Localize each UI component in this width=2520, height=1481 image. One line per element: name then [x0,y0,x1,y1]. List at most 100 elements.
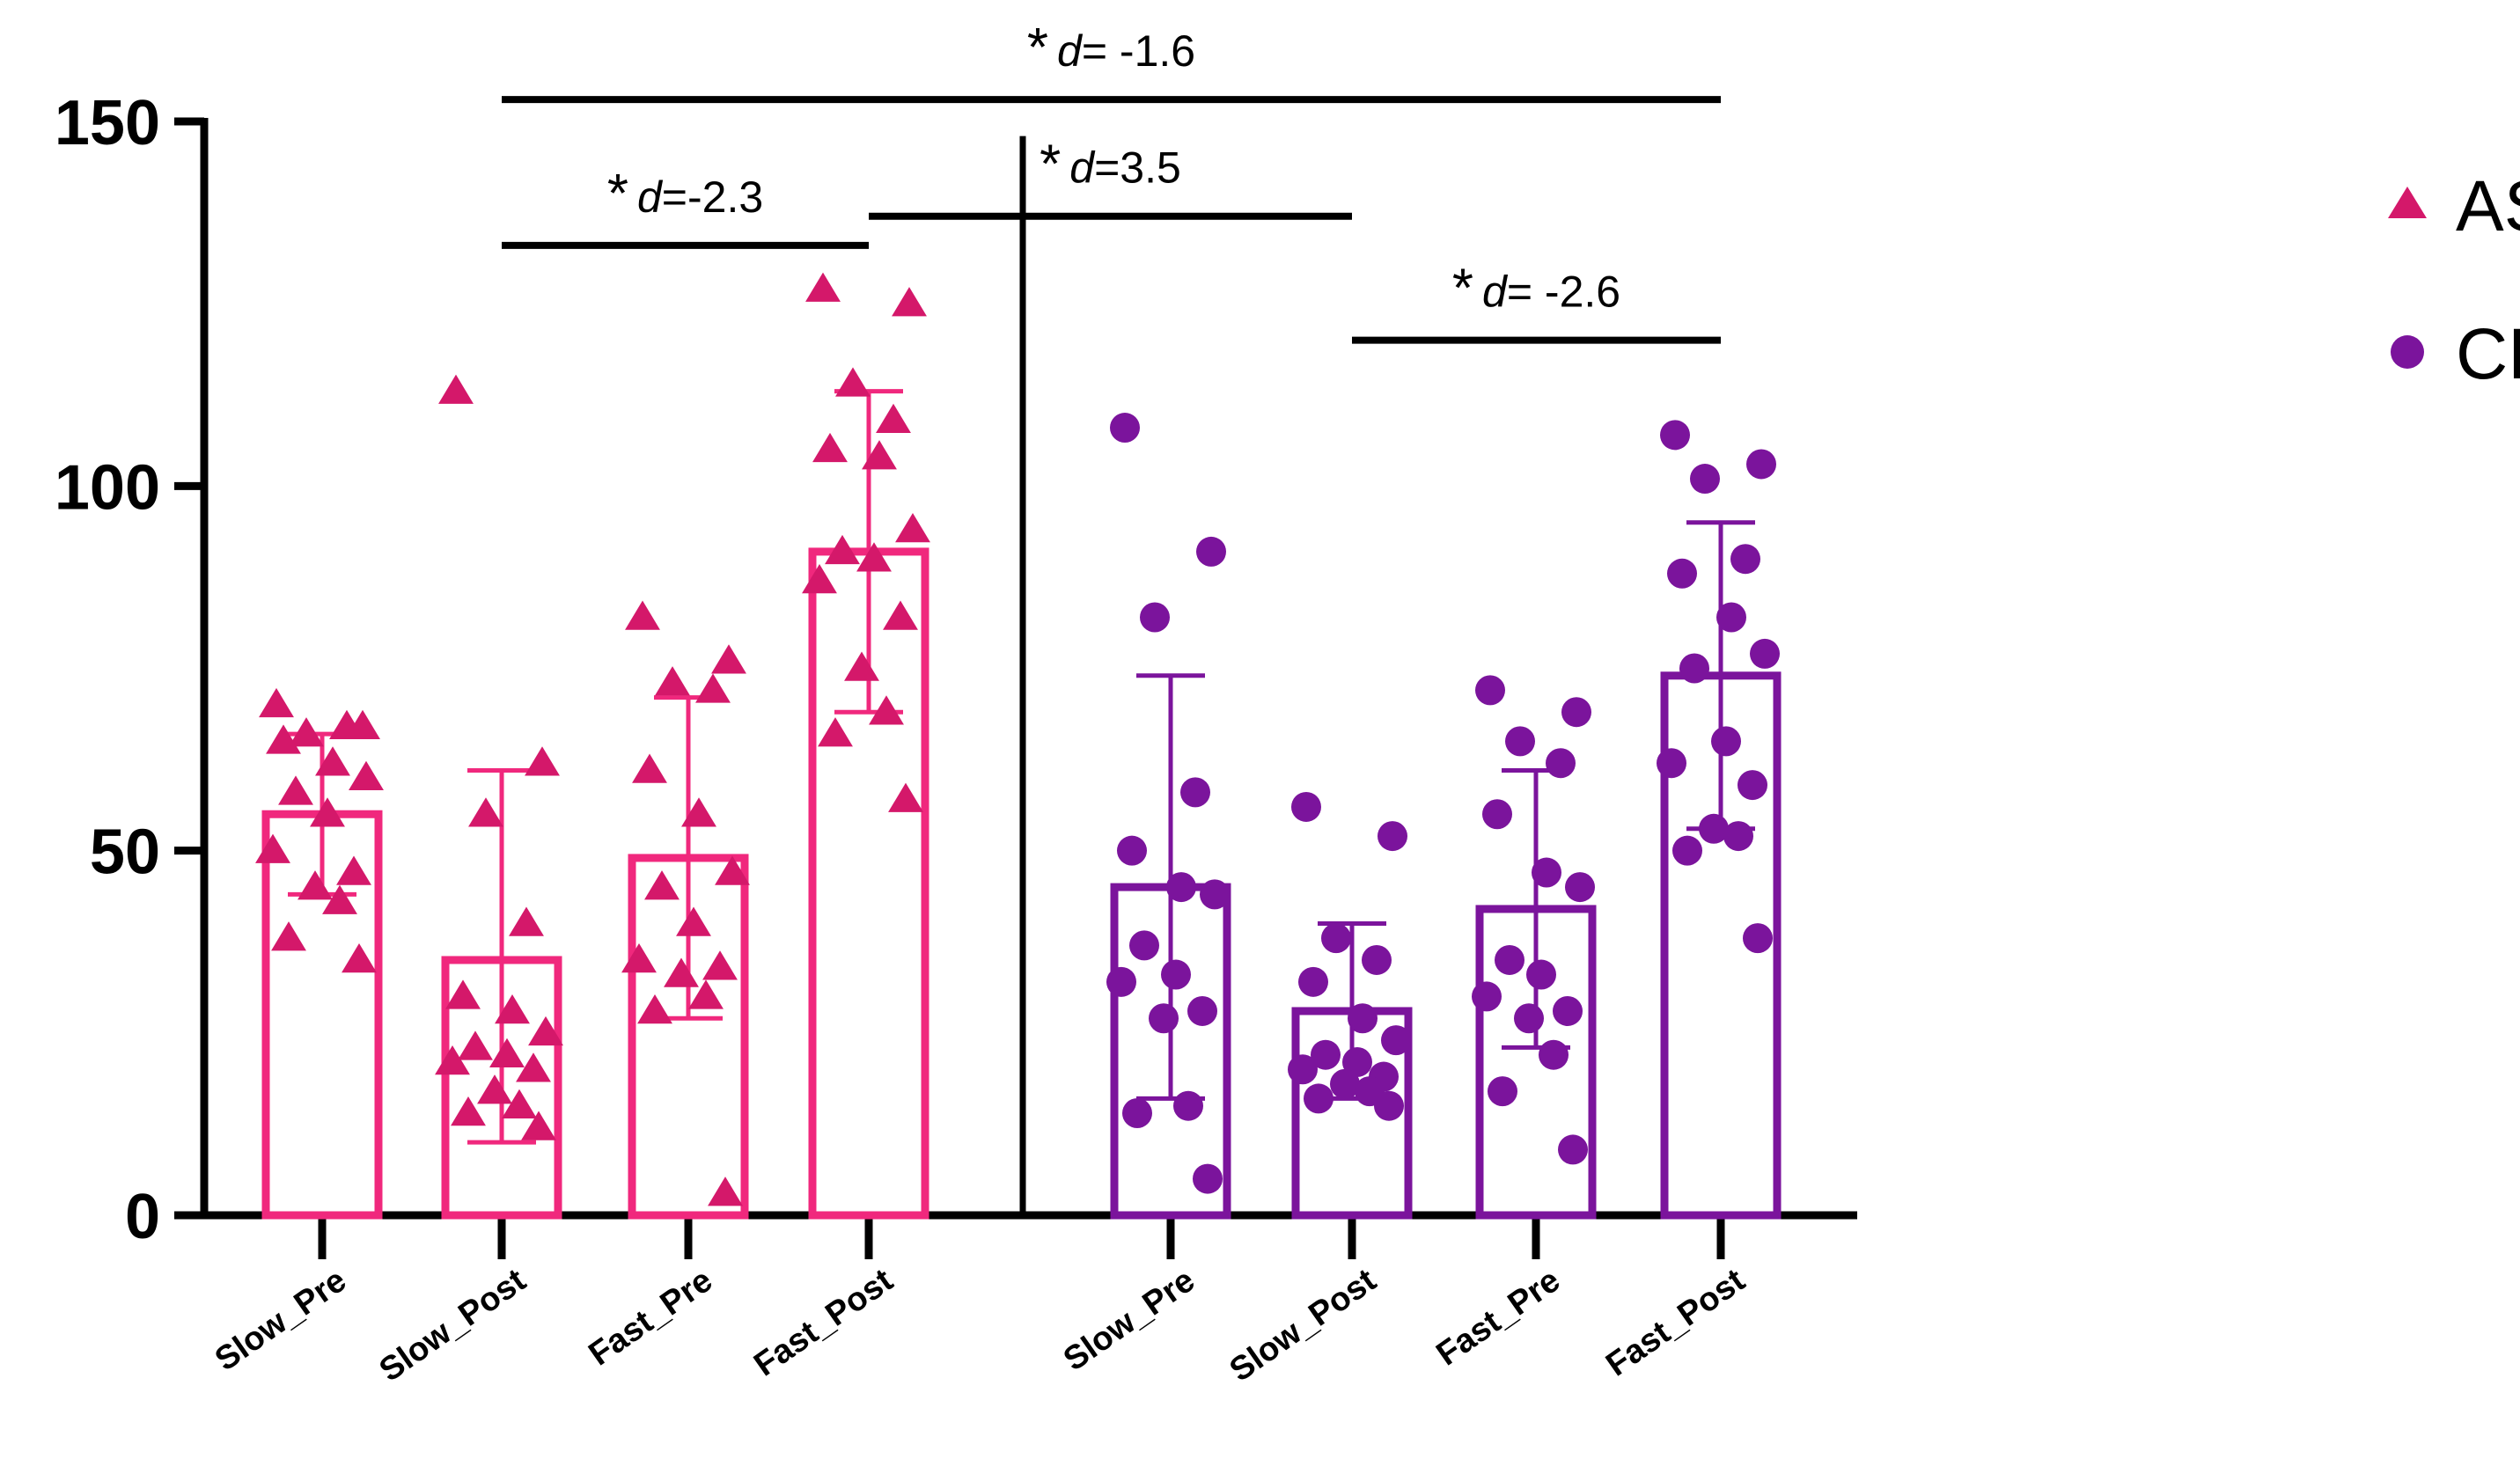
data-point [1711,726,1741,757]
data-point [1374,1090,1404,1121]
data-point [1117,835,1147,866]
data-point [1110,413,1140,444]
data-point [1730,544,1760,575]
data-point [259,687,294,718]
data-point [1321,923,1351,954]
data-point [1679,653,1709,684]
data-point [438,374,474,404]
data-point [315,746,350,776]
significance-label: * d= -1.6 [1027,18,1195,78]
data-point [477,1074,512,1104]
data-point [1660,420,1690,451]
data-point [528,1015,563,1046]
x-tick-label: Slow_Pre [209,1262,353,1379]
data-point [1193,1163,1223,1194]
data-point [310,797,345,827]
data-point [1106,966,1136,997]
data-point [495,993,530,1024]
data-point [1716,602,1746,633]
effect-size-value: = -1.6 [1082,26,1195,76]
data-point [1482,799,1512,830]
data-point [1330,1068,1360,1099]
data-point [1505,726,1535,757]
data-point [468,797,503,827]
data-point [711,644,746,674]
data-point [1750,638,1780,669]
data-point [1291,791,1321,822]
data-point [1532,857,1561,888]
bar-group [1657,420,1782,1220]
data-point [1173,1090,1203,1121]
bar-group [255,687,384,1220]
data-point [342,942,377,973]
data-point [715,855,750,885]
bar-group [802,272,930,1220]
data-point [1180,777,1210,808]
data-point [1362,944,1392,975]
significance-label: * d=3.5 [1040,135,1181,195]
bar-group [1472,675,1597,1220]
data-point [458,1030,493,1060]
data-point [1149,1003,1179,1034]
data-point [1196,536,1226,567]
legend-label: CLBP [2456,314,2520,394]
data-point [1200,879,1230,910]
data-point [1342,1046,1372,1077]
effect-size-symbol: d [1482,268,1509,317]
data-point [1166,872,1196,903]
data-point [1140,602,1170,633]
data-point [895,513,930,543]
data-point [655,666,690,696]
data-point [1743,923,1773,954]
x-tick-label: Slow_Post [373,1262,533,1389]
data-point [278,775,313,805]
bar-group [1106,413,1231,1220]
data-point [625,600,660,630]
y-tick-label: 100 [55,452,160,523]
data-point [802,564,837,594]
legend-label: AS [2456,166,2520,246]
data-point [255,833,290,863]
data-point [1304,1083,1333,1114]
data-point [676,906,711,936]
data-point [876,403,911,434]
data-point [1699,813,1729,844]
data-point [1539,1039,1569,1070]
data-point [644,870,680,900]
data-point [702,950,738,980]
x-tick-label: Slow_Pre [1057,1262,1201,1379]
effect-size-value: = -2.6 [1507,268,1620,317]
data-point [621,942,657,973]
effect-size-symbol: d [1057,26,1084,76]
data-point [856,542,892,572]
x-tick-label: Fast_Post [747,1262,900,1384]
data-point [502,1089,537,1118]
legend-marker-triangle [2388,187,2427,218]
data-point [1488,1076,1517,1107]
data-point [271,921,306,951]
effect-size-value: =-2.3 [662,172,763,222]
data-point [888,782,923,812]
data-point [1723,821,1753,852]
data-point [1348,1003,1378,1034]
data-point [516,1052,551,1082]
data-point [1546,748,1576,779]
data-point [632,753,667,783]
data-point [708,1177,743,1206]
data-point [525,746,560,776]
data-point [1187,995,1217,1026]
data-point [349,760,384,791]
effect-size-symbol: d [637,172,664,222]
data-point [844,651,879,681]
data-point [451,1096,486,1126]
data-point [812,432,848,463]
significance-label: * d=-2.3 [607,164,763,224]
bar-group [621,600,750,1220]
x-tick-label: Fast_Pre [1430,1262,1568,1373]
data-point [435,1045,470,1075]
data-point [1122,1097,1152,1128]
data-point [298,870,333,900]
x-tick-label: Fast_Post [1599,1262,1752,1384]
significance-label: * d= -2.6 [1452,259,1620,319]
data-point [637,993,672,1024]
